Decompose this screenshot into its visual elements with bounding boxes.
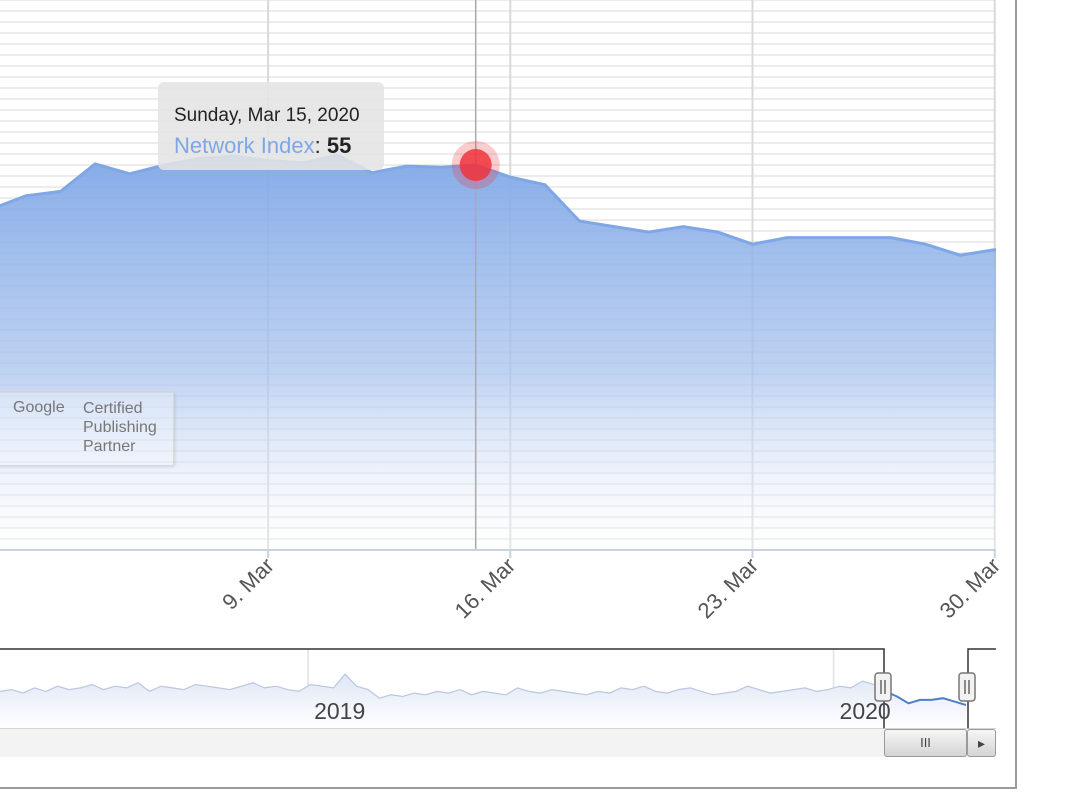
tooltip-series-name: Network Index bbox=[174, 133, 315, 158]
frame-right-border bbox=[1015, 0, 1017, 789]
scrollbar-thumb-grip-icon: III bbox=[920, 735, 931, 750]
navigator-fill bbox=[0, 674, 966, 729]
navigator-year-label: 2019 bbox=[314, 698, 366, 724]
navigator-selected-line bbox=[885, 690, 967, 706]
navigator-outline bbox=[0, 648, 996, 729]
navigator-left-handle[interactable] bbox=[874, 672, 892, 702]
right-arrow-icon: ▸ bbox=[977, 735, 986, 751]
tooltip: Sunday, Mar 15, 2020 Network Index: 55 bbox=[158, 82, 384, 170]
navigator-right-handle[interactable] bbox=[958, 672, 976, 702]
certified-partner-badge: Google Certified Publishing Partner bbox=[0, 392, 174, 466]
navigator-year-label: 2020 bbox=[839, 698, 891, 724]
badge-brand: Google bbox=[13, 399, 65, 416]
badge-text: Certified Publishing Partner bbox=[83, 400, 157, 455]
tooltip-value: 55 bbox=[326, 133, 352, 158]
x-axis-ticks bbox=[267, 550, 996, 558]
frame-bottom-border bbox=[0, 787, 1017, 789]
area-fill bbox=[0, 155, 996, 550]
tooltip-separator: : bbox=[314, 133, 321, 158]
scrollbar-right-arrow[interactable]: ▸ bbox=[967, 729, 996, 757]
scrollbar-thumb[interactable]: III bbox=[884, 729, 967, 757]
tooltip-row: Network Index: 55 bbox=[174, 128, 384, 164]
hover-marker[interactable] bbox=[459, 149, 492, 181]
tooltip-date: Sunday, Mar 15, 2020 bbox=[174, 105, 360, 126]
scrollbar-track[interactable] bbox=[0, 729, 996, 757]
navigator-line bbox=[0, 673, 886, 699]
